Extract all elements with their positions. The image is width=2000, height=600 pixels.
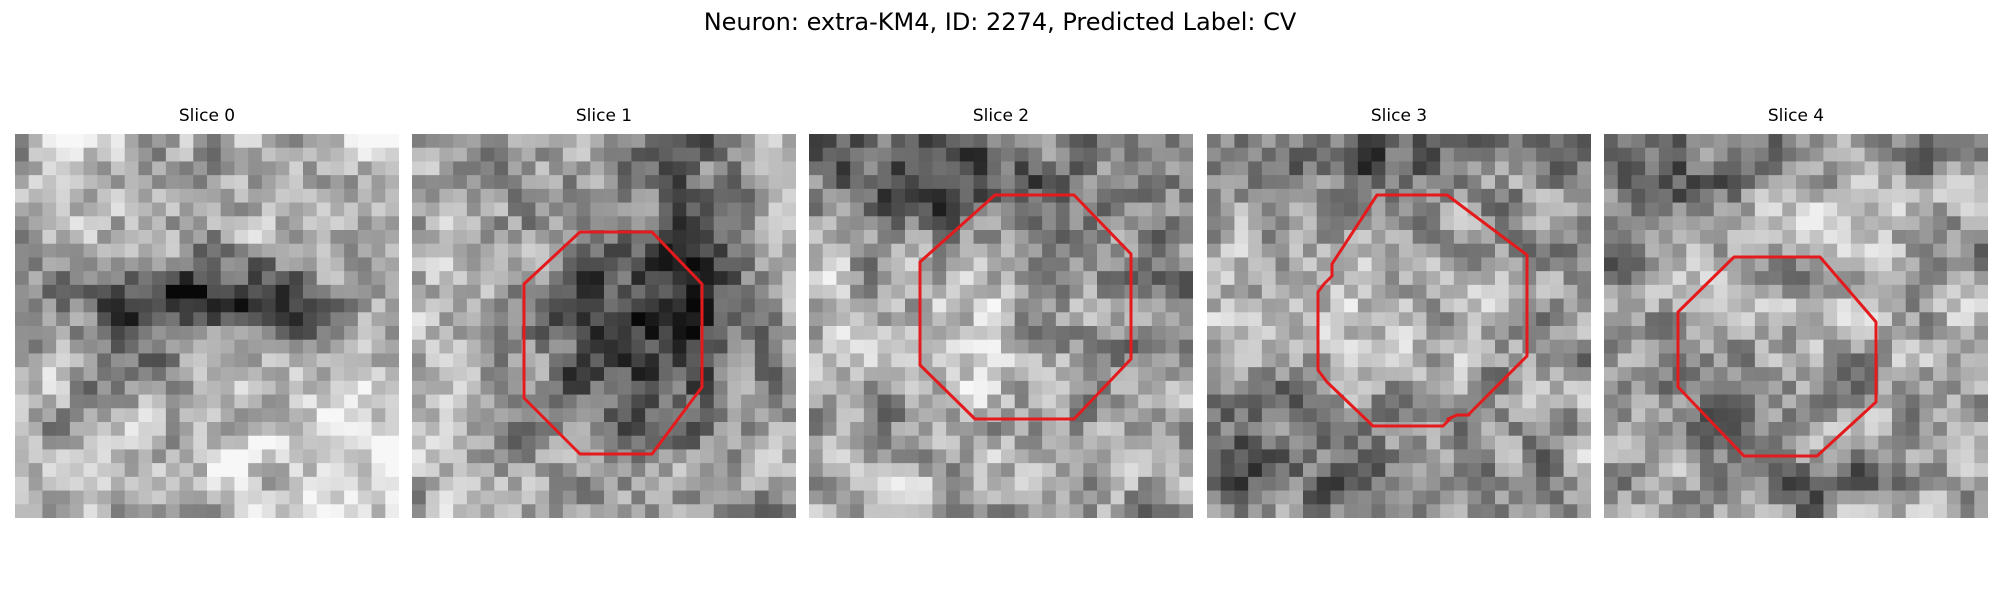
slice-image-4 — [1604, 134, 1988, 518]
vesicle-outline-4 — [1676, 255, 1878, 458]
vesicle-outline-1 — [522, 230, 704, 456]
vesicle-outline-2 — [918, 193, 1133, 421]
slice-title-2: Slice 2 — [972, 106, 1030, 126]
slice-panel-0: Slice 0 — [15, 106, 399, 518]
slice-panel-2: Slice 2 — [809, 106, 1193, 518]
micrograph-pixels-3 — [1207, 134, 1591, 518]
slice-image-3 — [1207, 134, 1591, 518]
slice-title-1: Slice 1 — [575, 106, 633, 126]
slice-panel-1: Slice 1 — [412, 106, 796, 518]
slice-panel-4: Slice 4 — [1604, 106, 1988, 518]
micrograph-pixels-0 — [15, 134, 399, 518]
slice-title-0: Slice 0 — [178, 106, 236, 126]
vesicle-outline-3 — [1316, 193, 1529, 428]
slice-image-0 — [15, 134, 399, 518]
micrograph-pixels-4 — [1604, 134, 1988, 518]
slice-title-4: Slice 4 — [1767, 106, 1825, 126]
slice-image-2 — [809, 134, 1193, 518]
slice-title-3: Slice 3 — [1370, 106, 1428, 126]
slice-panel-3: Slice 3 — [1207, 106, 1591, 518]
micrograph-pixels-2 — [809, 134, 1193, 518]
figure-title: Neuron: extra-KM4, ID: 2274, Predicted L… — [703, 8, 1297, 36]
micrograph-pixels-1 — [412, 134, 796, 518]
slice-image-1 — [412, 134, 796, 518]
